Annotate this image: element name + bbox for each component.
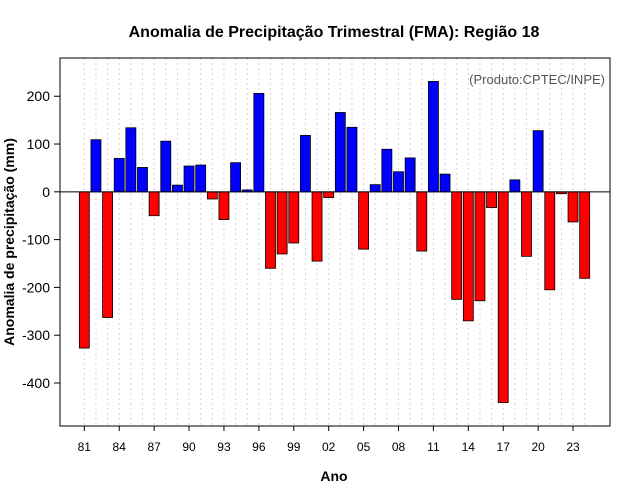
bar-1983	[102, 191, 113, 318]
bar-1984	[113, 157, 125, 193]
bar-1994	[230, 162, 241, 193]
x-tick-label: 96	[252, 440, 266, 454]
bar-1999	[288, 191, 300, 244]
bar-2011	[428, 81, 439, 193]
x-tick-label: 02	[322, 440, 336, 454]
y-tick-label: -300	[22, 327, 50, 343]
bar-2021	[544, 191, 556, 291]
x-tick-label: 17	[497, 440, 511, 454]
x-tick-label: 84	[113, 440, 127, 454]
bar-1985	[125, 127, 137, 193]
bar-2001	[311, 191, 323, 262]
bar-2010	[416, 191, 428, 252]
x-tick-label: 20	[531, 440, 545, 454]
bar-2020	[532, 130, 544, 193]
x-tick-label: 93	[217, 440, 231, 454]
bar-1989	[172, 184, 183, 193]
bar-2008	[393, 171, 404, 193]
bar-1986	[137, 167, 148, 193]
bar-2023	[567, 191, 579, 223]
x-axis: 81 84 87 90 93 96 99 02 05 08 11 14 17 20 23	[78, 426, 580, 454]
y-tick-label: -200	[22, 279, 50, 295]
y-tick-label: -100	[22, 232, 50, 248]
bar-2007	[381, 148, 393, 193]
bar-1991	[195, 164, 207, 193]
x-tick-label: 05	[357, 440, 371, 454]
bar-1992	[206, 191, 218, 200]
x-tick-label: 14	[462, 440, 476, 454]
x-tick-label: 11	[427, 440, 440, 454]
bar-1988	[160, 140, 172, 193]
y-axis: 200 100 0 -100 -200 -300 -400	[22, 88, 60, 391]
bar-2003	[334, 112, 346, 193]
plot-frame	[59, 57, 611, 427]
x-tick-label: 99	[287, 440, 301, 454]
bar-1981	[78, 191, 90, 349]
bar-1998	[276, 191, 288, 255]
x-tick-label: 23	[566, 440, 580, 454]
bar-1996	[253, 92, 265, 193]
bar-2018	[509, 179, 521, 193]
bar-1993	[218, 191, 230, 220]
y-tick-label: 200	[27, 88, 51, 104]
x-tick-label: 81	[78, 440, 92, 454]
bar-2017	[497, 191, 509, 403]
x-tick-label: 87	[147, 440, 161, 454]
gridlines	[83, 58, 586, 426]
y-tick-label: 0	[42, 184, 50, 200]
bar-2012	[439, 173, 451, 193]
bars	[78, 81, 591, 403]
bar-2000	[300, 135, 311, 193]
bar-1990	[183, 165, 195, 193]
bar-1997	[265, 191, 276, 269]
bar-2016	[486, 191, 497, 208]
bar-2006	[369, 184, 381, 193]
y-tick-label: -400	[22, 375, 50, 391]
chart-title: Anomalia de Precipitação Trimestral (FMA…	[129, 24, 540, 41]
bar-2004	[346, 126, 358, 193]
bar-2009	[404, 157, 416, 193]
bar-2024	[579, 191, 591, 279]
bar-1982	[90, 139, 102, 193]
bar-2014	[462, 191, 474, 322]
source-credit: (Produto:CPTEC/INPE)	[469, 72, 605, 87]
bar-2002	[323, 191, 335, 198]
bar-2015	[474, 191, 486, 302]
y-axis-title: Anomalia de precipitação (mm)	[1, 138, 17, 346]
bar-1987	[148, 191, 160, 217]
x-tick-label: 90	[182, 440, 196, 454]
bar-2005	[358, 191, 369, 250]
bar-2013	[451, 191, 463, 300]
x-axis-title: Ano	[320, 468, 347, 484]
x-tick-label: 08	[392, 440, 406, 454]
bar-2019	[521, 191, 532, 257]
y-tick-label: 100	[27, 136, 51, 152]
